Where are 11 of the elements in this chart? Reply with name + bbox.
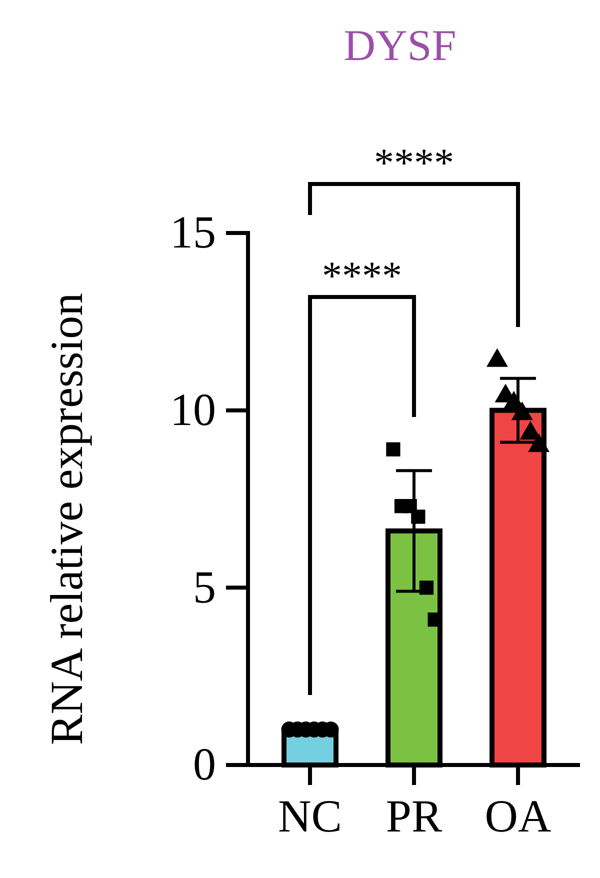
y-tick-label: 15 <box>170 206 216 258</box>
y-tick-label: 5 <box>193 561 216 612</box>
x-tick-label: PR <box>386 790 442 842</box>
text: **** <box>374 140 454 185</box>
x-tick-label: NC <box>278 790 342 842</box>
y-tick-label: 10 <box>170 384 216 436</box>
x-tick-label: OA <box>484 790 552 842</box>
y-axis-title: RNA relative expression <box>41 292 92 746</box>
annotation: **** <box>322 253 402 298</box>
y-tick-label: 0 <box>193 738 216 790</box>
chart-title: DYSF <box>344 21 456 70</box>
